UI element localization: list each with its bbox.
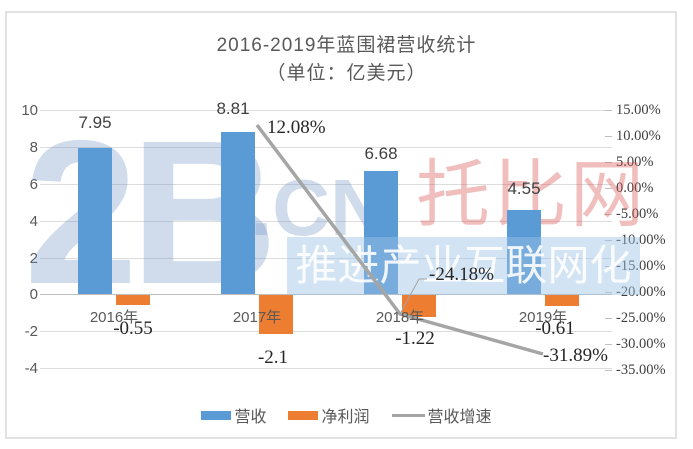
- revenue-swatch-icon: [201, 410, 232, 420]
- legend-label-revenue: 营收: [234, 409, 267, 426]
- growth-value-2017: 12.08%: [267, 117, 326, 138]
- category-label-2017: 2017年: [232, 309, 282, 326]
- gridline: [40, 110, 612, 111]
- right-axis-tick: -10.00%: [616, 232, 666, 248]
- profit-swatch-icon: [288, 410, 319, 420]
- legend-label-profit: 净利润: [321, 409, 370, 426]
- legend: 营收 净利润 营收增速: [0, 403, 693, 427]
- right-axis-tick: 5.00%: [616, 154, 654, 170]
- right-axis-tick: -25.00%: [616, 310, 666, 326]
- right-axis-tickmark: [605, 162, 612, 163]
- category-label-2016: 2016年: [89, 309, 139, 326]
- profit-value-2017: -2.1: [257, 347, 289, 368]
- legend-item-profit[interactable]: 净利润: [288, 403, 370, 427]
- profit-value-2016: -0.55: [113, 318, 153, 339]
- chart-subtitle: （单位：亿美元）: [266, 63, 427, 84]
- right-axis-tick: -5.00%: [616, 206, 659, 222]
- right-axis-tickmark: [605, 240, 612, 241]
- right-axis-tickmark: [605, 344, 612, 345]
- left-axis-tick: 2: [29, 250, 38, 267]
- left-axis-tick: 6: [29, 176, 38, 193]
- right-axis-tickmark: [605, 318, 612, 319]
- legend-item-growth[interactable]: 营收增速: [391, 403, 492, 427]
- right-axis-tickmark: [605, 214, 612, 215]
- right-axis-tickmark: [605, 136, 612, 137]
- right-axis-tickmark: [605, 266, 612, 267]
- revenue-value-2017: 8.81: [216, 99, 250, 118]
- right-axis-tickmark: [605, 110, 612, 111]
- left-axis-tick: 0: [29, 286, 38, 303]
- right-axis-tickmark: [605, 188, 612, 189]
- growth-value-2018: -24.18%: [429, 264, 494, 285]
- left-axis-tick: 10: [21, 102, 38, 119]
- revenue-value-2016: 7.95: [78, 113, 112, 132]
- left-axis-tick: 4: [29, 213, 38, 230]
- profit-bar-2019: [545, 295, 579, 306]
- gridline: [40, 368, 612, 369]
- profit-bar-2016: [116, 295, 150, 305]
- chart-title: 2016-2019年蓝围裙营收统计: [216, 35, 477, 56]
- right-axis-tick: -20.00%: [616, 284, 666, 300]
- revenue-value-2018: 6.68: [364, 144, 398, 163]
- right-axis-tick: -30.00%: [616, 336, 666, 352]
- left-axis-tick: -4: [24, 360, 38, 377]
- growth-value-2019: -31.89%: [543, 345, 608, 366]
- right-axis-tickmark: [605, 370, 612, 371]
- revenue-bar-2016: [78, 148, 112, 294]
- profit-value-2019: -0.61: [535, 318, 575, 339]
- legend-label-growth: 营收增速: [427, 409, 492, 426]
- legend-item-revenue[interactable]: 营收: [201, 403, 266, 427]
- right-axis-tickmark: [605, 292, 612, 293]
- left-axis-tick: 8: [29, 139, 38, 156]
- right-axis-tick: 15.00%: [616, 102, 661, 118]
- revenue-value-2019: 4.55: [507, 179, 541, 198]
- left-axis-tick: -2: [24, 323, 38, 340]
- revenue-bar-2017: [221, 132, 255, 294]
- category-label-2018: 2018年: [375, 309, 425, 326]
- right-axis-tick: -35.00%: [616, 362, 666, 378]
- right-axis-tick: 0.00%: [616, 180, 654, 196]
- right-axis-tick: 10.00%: [616, 128, 661, 144]
- growth-swatch-icon: [391, 413, 425, 417]
- right-axis-tick: -15.00%: [616, 258, 666, 274]
- profit-value-2018: -1.22: [395, 328, 435, 349]
